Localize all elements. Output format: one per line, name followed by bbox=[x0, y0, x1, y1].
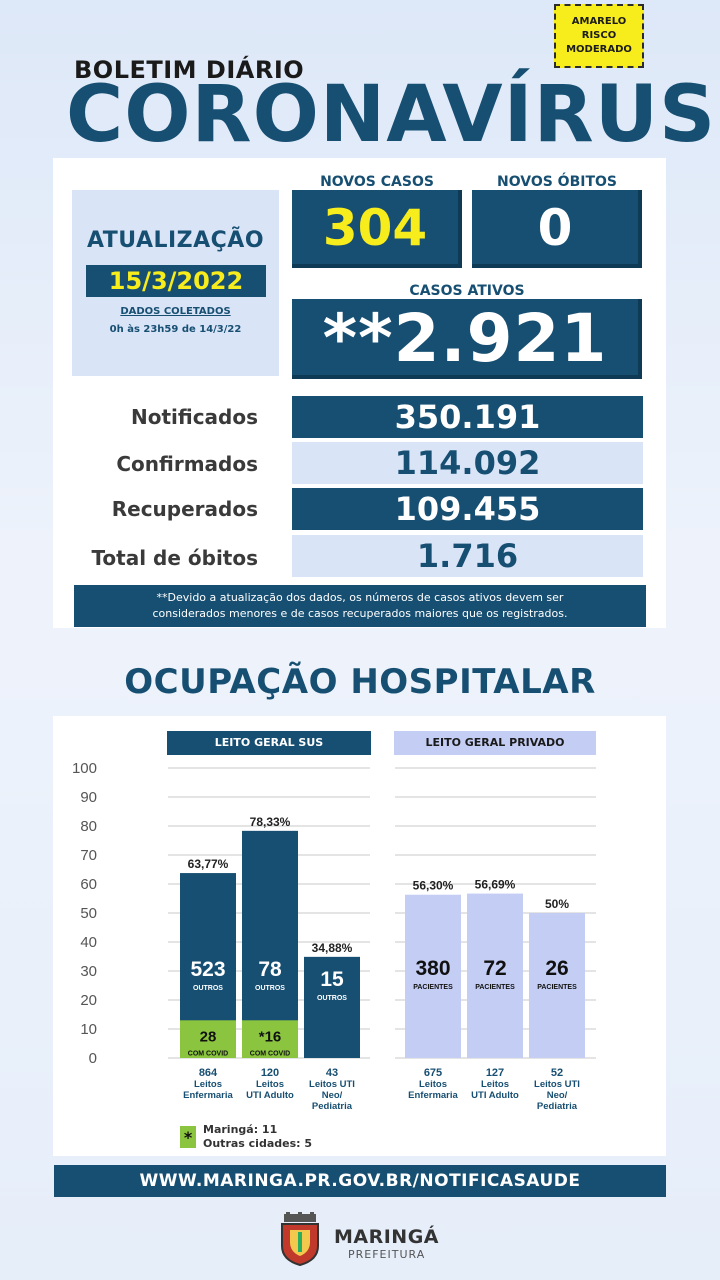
stat-label-confirmed: Confirmados bbox=[116, 452, 258, 476]
bar-percent-label: 56,69% bbox=[475, 878, 516, 892]
y-tick-label: 30 bbox=[80, 963, 97, 980]
new-cases-label: NOVOS CASOS bbox=[320, 174, 434, 190]
stat-value-total-deaths: 1.716 bbox=[292, 535, 643, 577]
bar-percent-label: 78,33% bbox=[250, 815, 291, 829]
risk-line-2: RISCO bbox=[581, 30, 617, 41]
update-date: 15/3/2022 bbox=[86, 265, 266, 297]
category-label: Leitos UTI bbox=[534, 1079, 580, 1090]
y-tick-label: 90 bbox=[80, 789, 97, 806]
legend-other-cities: Outras cidades: 5 bbox=[203, 1137, 313, 1150]
stat-value-notified: 350.191 bbox=[292, 396, 643, 438]
bulletin-subtitle: BOLETIM DIÁRIO bbox=[74, 56, 305, 84]
logo-subtitle: PREFEITURA bbox=[348, 1248, 426, 1261]
private-group-title: LEITO GERAL PRIVADO bbox=[394, 731, 596, 755]
bar-covid-segment bbox=[180, 1020, 236, 1058]
bar bbox=[405, 894, 461, 1058]
bar-count-label: 15 bbox=[320, 968, 344, 991]
y-tick-label: 40 bbox=[80, 934, 97, 951]
stat-label-total-deaths: Total de óbitos bbox=[91, 546, 258, 570]
category-label: UTI Adulto bbox=[471, 1090, 519, 1101]
bar bbox=[304, 956, 360, 1058]
category-label: 127 bbox=[486, 1067, 504, 1079]
sus-group-title: LEITO GERAL SUS bbox=[167, 731, 371, 755]
notification-url[interactable]: WWW.MARINGA.PR.GOV.BR/NOTIFICASAUDE bbox=[54, 1165, 666, 1197]
category-label: 52 bbox=[551, 1067, 563, 1079]
bar-percent-label: 63,77% bbox=[188, 857, 229, 871]
bar-count-sublabel: OUTROS bbox=[255, 985, 285, 992]
category-label: 675 bbox=[424, 1067, 442, 1079]
footnote-line-1: **Devido a atualização dos dados, os núm… bbox=[156, 591, 564, 604]
logo-name: MARINGÁ bbox=[334, 1226, 440, 1248]
new-deaths-value: 0 bbox=[472, 190, 642, 268]
bar-count-sublabel: PACIENTES bbox=[413, 984, 453, 991]
page-title: CORONAVÍRUS bbox=[66, 70, 717, 160]
category-label: Enfermaria bbox=[183, 1090, 233, 1101]
bar-count-sublabel: PACIENTES bbox=[537, 984, 577, 991]
category-label: Leitos UTI bbox=[309, 1079, 355, 1090]
data-collected-label: DADOS COLETADOS bbox=[120, 306, 231, 317]
data-collected-range: 0h às 23h59 de 14/3/22 bbox=[109, 324, 242, 335]
category-label: 864 bbox=[199, 1067, 218, 1079]
bar-count-label: 78 bbox=[258, 958, 282, 981]
category-label: Leitos bbox=[481, 1079, 509, 1090]
category-label: Pediatria bbox=[537, 1101, 578, 1112]
footnote-line-2: considerados menores e de casos recupera… bbox=[152, 607, 568, 620]
category-label: Enfermaria bbox=[408, 1090, 458, 1101]
covid-count-label: *16 bbox=[259, 1028, 282, 1045]
category-label: Neo/ bbox=[322, 1090, 343, 1101]
y-tick-label: 10 bbox=[80, 1021, 97, 1038]
covid-count-label: 28 bbox=[200, 1028, 217, 1045]
y-tick-label: 70 bbox=[80, 847, 97, 864]
active-cases-label: CASOS ATIVOS bbox=[409, 283, 525, 299]
covid-origin-legend: Maringá: 11 Outras cidades: 5 bbox=[203, 1123, 312, 1151]
covid-sublabel: COM COVID bbox=[188, 1050, 228, 1057]
category-label: Leitos bbox=[256, 1079, 284, 1090]
maringa-coat-of-arms-icon bbox=[276, 1212, 324, 1267]
category-label: UTI Adulto bbox=[246, 1090, 294, 1101]
bar-percent-label: 56,30% bbox=[413, 879, 454, 893]
risk-line-1: AMARELO bbox=[571, 16, 627, 27]
stat-value-recovered: 109.455 bbox=[292, 488, 643, 530]
stat-label-notified: Notificados bbox=[130, 405, 258, 429]
update-label: ATUALIZAÇÃO bbox=[86, 228, 265, 253]
bar-count-sublabel: OUTROS bbox=[317, 995, 347, 1002]
y-tick-label: 50 bbox=[80, 905, 97, 922]
new-cases-value: 304 bbox=[292, 190, 462, 268]
category-label: Leitos bbox=[194, 1079, 222, 1090]
bar bbox=[242, 830, 298, 1058]
bar-count-label: 26 bbox=[545, 957, 568, 980]
category-label: 43 bbox=[326, 1067, 338, 1079]
bar-count-label: 380 bbox=[415, 957, 450, 980]
risk-level-badge: AMARELO RISCO MODERADO bbox=[554, 4, 644, 68]
category-label: 120 bbox=[261, 1067, 279, 1079]
new-deaths-label: NOVOS ÓBITOS bbox=[496, 174, 617, 190]
bar-count-label: 523 bbox=[190, 958, 225, 981]
risk-line-3: MODERADO bbox=[566, 44, 632, 55]
bar-count-sublabel: PACIENTES bbox=[475, 984, 515, 991]
y-tick-label: 20 bbox=[80, 992, 97, 1009]
active-cases-value: **2.921 bbox=[292, 299, 642, 379]
bar bbox=[529, 913, 585, 1058]
covid-asterisk-icon: * bbox=[180, 1126, 196, 1148]
covid-sublabel: COM COVID bbox=[250, 1050, 290, 1057]
active-cases-footnote: **Devido a atualização dos dados, os núm… bbox=[74, 585, 646, 627]
category-label: Leitos bbox=[419, 1079, 447, 1090]
stat-value-confirmed: 114.092 bbox=[292, 442, 643, 484]
category-label: Pediatria bbox=[312, 1101, 353, 1112]
y-tick-label: 0 bbox=[89, 1050, 97, 1067]
bar-count-sublabel: OUTROS bbox=[193, 985, 223, 992]
y-tick-label: 60 bbox=[80, 876, 97, 893]
bar-percent-label: 34,88% bbox=[312, 941, 353, 955]
y-tick-label: 100 bbox=[72, 760, 97, 777]
bar bbox=[467, 893, 523, 1058]
legend-maringa: Maringá: 11 bbox=[203, 1123, 278, 1136]
bar-percent-label: 50% bbox=[545, 897, 569, 911]
y-tick-label: 80 bbox=[80, 818, 97, 835]
hospital-occupancy-title: OCUPAÇÃO HOSPITALAR bbox=[124, 662, 596, 702]
stat-label-recovered: Recuperados bbox=[111, 497, 258, 521]
bar-covid-segment bbox=[242, 1020, 298, 1058]
bar-count-label: 72 bbox=[483, 957, 506, 980]
category-label: Neo/ bbox=[547, 1090, 568, 1101]
